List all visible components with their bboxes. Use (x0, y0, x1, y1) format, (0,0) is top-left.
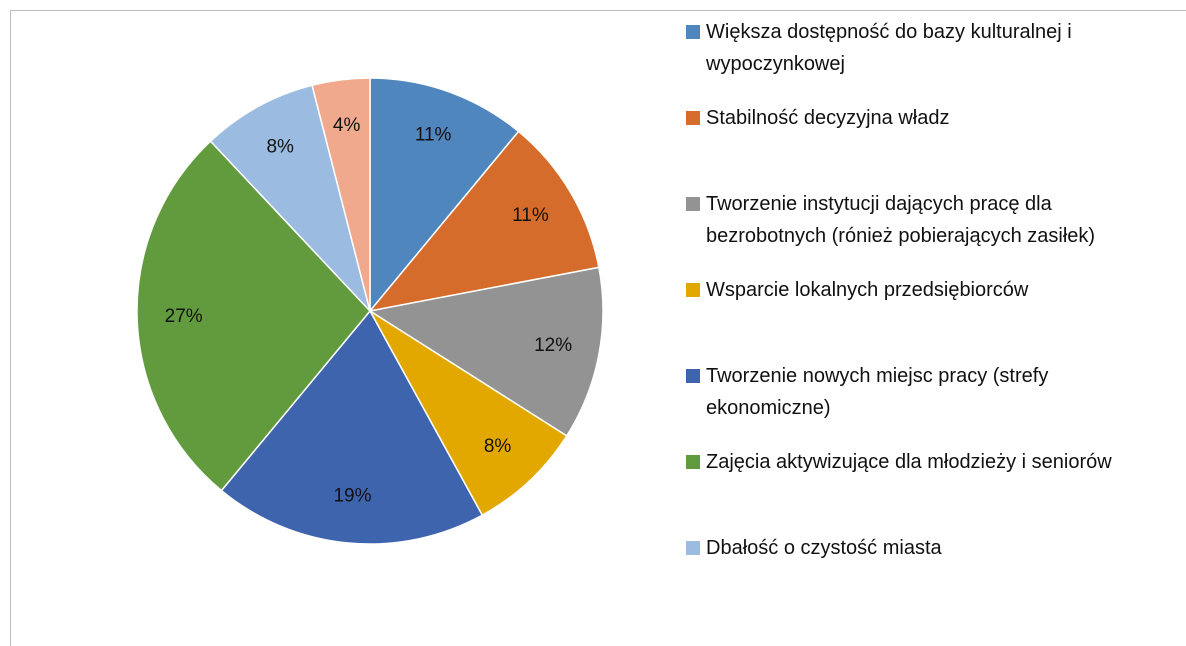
pie-slice (209, 84, 371, 312)
legend-swatch (686, 455, 700, 469)
legend-label: Dbałość o czystość miasta (706, 537, 942, 559)
legend-swatch (686, 369, 700, 383)
legend-swatch (686, 541, 700, 555)
legend-swatch (686, 197, 700, 211)
data-label: 4% (333, 115, 361, 136)
legend-item: Stabilność decyzyjna władz (686, 102, 1156, 134)
data-label: 11% (512, 205, 549, 226)
data-label: 27% (165, 306, 203, 327)
pie-slice (369, 77, 520, 314)
legend-swatch (686, 111, 700, 125)
legend-item: Tworzenie instytucji dających pracę dla … (686, 188, 1156, 252)
data-label: 8% (484, 436, 512, 457)
legend-label: Wsparcie lokalnych przedsiębiorców (706, 279, 1029, 301)
legend-label: Stabilność decyzyjna władz (706, 107, 950, 129)
legend-item: Większa dostępność do bazy kulturalnej i… (686, 16, 1156, 80)
legend-item: Wsparcie lokalnych przedsiębiorców (686, 274, 1156, 306)
legend-swatch (686, 25, 700, 39)
legend-label: Tworzenie nowych miejsc pracy (strefy ek… (706, 365, 1049, 419)
data-label: 12% (534, 335, 572, 356)
legend-label: Zajęcia aktywizujące dla młodzieży i sen… (706, 451, 1112, 473)
legend-label: Większa dostępność do bazy kulturalnej i… (706, 21, 1072, 75)
pie-slice (136, 140, 371, 492)
data-label: 19% (333, 486, 371, 507)
pie-slice (311, 77, 371, 312)
pie-slice (367, 266, 604, 437)
legend-item: Zajęcia aktywizujące dla młodzieży i sen… (686, 446, 1156, 478)
legend-item: Dbałość o czystość miasta (686, 532, 1156, 564)
pie-slice (368, 130, 600, 313)
pie-slice (220, 309, 484, 545)
data-label: 8% (266, 137, 294, 158)
legend-label: Tworzenie instytucji dających pracę dla … (706, 193, 1096, 247)
pie-slice (369, 310, 568, 517)
legend-swatch (686, 283, 700, 297)
data-label: 11% (415, 125, 452, 146)
legend-item: Tworzenie nowych miejsc pracy (strefy ek… (686, 360, 1156, 424)
